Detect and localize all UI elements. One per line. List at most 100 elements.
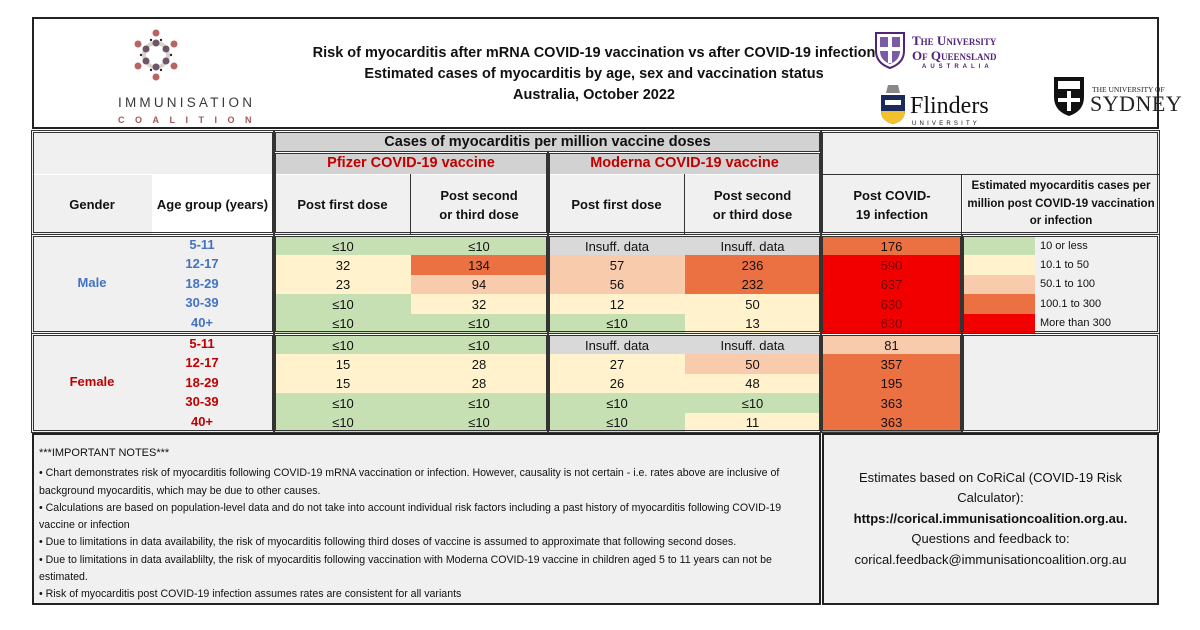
cell-pfizer-second: 28 (411, 354, 547, 375)
col-gender: Gender (32, 175, 152, 234)
border-male-pfizer (273, 234, 549, 334)
age-label: 30-39 (185, 394, 219, 410)
logo-text-immunisation: IMMUNISATION (118, 95, 256, 110)
gender-label-female: Female (69, 374, 115, 389)
cell-moderna-first: ≤10 (549, 412, 685, 433)
col-moderna-first: Post first dose (549, 175, 684, 234)
immunisation-coalition-logo: IMMUNISATION COALITION (94, 29, 252, 129)
legend-label: 10 or less (1040, 239, 1088, 252)
age-label: 18-29 (185, 374, 219, 390)
cell-pfizer-first: ≤10 (275, 393, 411, 414)
cell-post-infection: 363 (822, 412, 961, 433)
title-line-2: Estimated cases of myocarditis by age, s… (364, 66, 824, 82)
cell-moderna-first: 56 (549, 274, 685, 295)
note-item: • Due to limitations in data availabilit… (39, 536, 737, 549)
cell-post-infection: 363 (822, 393, 961, 414)
cell-pfizer-first: 23 (275, 274, 411, 295)
border-header-pfizer (273, 151, 549, 235)
cell-post-infection: 630 (822, 294, 961, 315)
col-post-infection: Post COVID-19 infection (822, 175, 962, 234)
col-pfizer-second: Post second or third dose (411, 175, 547, 234)
border-male-legend (961, 234, 1160, 334)
cell-post-infection: 195 (822, 373, 961, 394)
cell-moderna-second: Insuff. data (685, 335, 820, 355)
cell-post-infection: 176 (822, 236, 961, 256)
cell-moderna-second: 50 (685, 294, 820, 315)
cell-pfizer-second: ≤10 (411, 236, 547, 256)
border-female-infection (820, 333, 963, 433)
cell-post-infection: 637 (822, 274, 961, 295)
moderna-header: Moderna COVID-19 vaccine (549, 153, 820, 174)
sydney-logo: THE UNIVERSITY OF SYDNEY (1052, 71, 1182, 121)
border-male-infection (820, 234, 963, 334)
cell-post-infection: 81 (822, 335, 961, 355)
legend-title: Estimated myocarditis cases per million … (963, 175, 1159, 234)
cell-moderna-second: ≤10 (685, 393, 820, 414)
corical-link[interactable]: https://corical.immunisationcoalition.or… (853, 510, 1128, 526)
title-line-1: Risk of myocarditis after mRNA COVID-19 … (312, 45, 876, 61)
header-blank-left (32, 132, 273, 174)
cell-moderna-first: 57 (549, 255, 685, 276)
flinders-name: Flinders (910, 93, 989, 119)
legend-label: 10.1 to 50 (1040, 259, 1089, 272)
cell-pfizer-second: ≤10 (411, 412, 547, 433)
flinders-crest-icon (881, 85, 905, 124)
border-header-left (31, 130, 275, 235)
cell-pfizer-first: 32 (275, 255, 411, 276)
cell-pfizer-first: ≤10 (275, 335, 411, 355)
uq-australia: AUSTRALIA (922, 64, 993, 70)
cell-pfizer-first: ≤10 (275, 313, 411, 334)
legend-blank-female (963, 335, 1159, 432)
sydney-crest-icon (1054, 77, 1084, 116)
border-female-legend (961, 333, 1160, 433)
age-label: 30-39 (185, 295, 219, 311)
legend-swatch (963, 255, 1035, 276)
sydney-big-text: SYDNEY (1090, 91, 1183, 116)
note-item: • Chart demonstrates risk of myocarditis… (39, 467, 780, 497)
age-label: 18-29 (185, 275, 219, 291)
notes-heading: ***IMPORTANT NOTES*** (39, 447, 170, 459)
feedback-email-link[interactable]: corical.feedback@immunisationcoalition.o… (854, 551, 1127, 567)
cell-pfizer-first: ≤10 (275, 294, 411, 315)
cell-moderna-second: Insuff. data (685, 236, 820, 256)
credits-feedback-label: Questions and feedback to: (911, 531, 1070, 547)
border-male-moderna (547, 234, 822, 334)
cell-moderna-first: 27 (549, 354, 685, 375)
gender-block-male (32, 236, 273, 333)
title-line-3: Australia, October 2022 (513, 87, 675, 103)
border-header-super (273, 130, 822, 154)
super-header: Cases of myocarditis per million vaccine… (275, 132, 820, 152)
border-female-left (31, 333, 275, 433)
cell-pfizer-first: ≤10 (275, 236, 411, 256)
cell-moderna-second: 48 (685, 373, 820, 394)
page-title: Risk of myocarditis after mRNA COVID-19 … (234, 43, 954, 106)
cell-pfizer-second: ≤10 (411, 313, 547, 334)
legend-swatch (963, 313, 1035, 334)
note-item: • Risk of myocarditis post COVID-19 infe… (39, 588, 462, 601)
cell-post-infection: 357 (822, 354, 961, 375)
legend-swatch (963, 274, 1035, 295)
border-female-pfizer (273, 333, 549, 433)
divider (961, 174, 962, 234)
cell-moderna-second: 232 (685, 274, 820, 295)
gender-label-male: Male (77, 275, 107, 290)
header-panel: IMMUNISATION COALITION Risk of myocardit… (32, 17, 1182, 129)
border-male-left (31, 234, 275, 334)
cell-moderna-second: 236 (685, 255, 820, 276)
cell-pfizer-second: 28 (411, 373, 547, 394)
pfizer-header: Pfizer COVID-19 vaccine (275, 153, 547, 174)
credits-panel: Estimates based on CoRiCal (COVID-19 Ris… (822, 433, 1159, 605)
cell-post-infection: 630 (822, 313, 961, 334)
divider (684, 174, 685, 234)
credits-source: Estimates based on CoRiCal (COVID-19 Ris… (859, 469, 1122, 506)
col-age-group: Age group (years) (156, 197, 269, 212)
cell-moderna-second: 13 (685, 313, 820, 334)
cell-pfizer-second: 134 (411, 255, 547, 276)
note-item: • Calculations are based on population-l… (39, 501, 782, 532)
border-header-right (820, 130, 1160, 235)
border-female-moderna (547, 333, 822, 433)
age-label: 5-11 (189, 336, 215, 351)
header-blank-right (822, 132, 1159, 174)
cell-pfizer-second: ≤10 (411, 393, 547, 414)
cell-moderna-second: 50 (685, 354, 820, 375)
